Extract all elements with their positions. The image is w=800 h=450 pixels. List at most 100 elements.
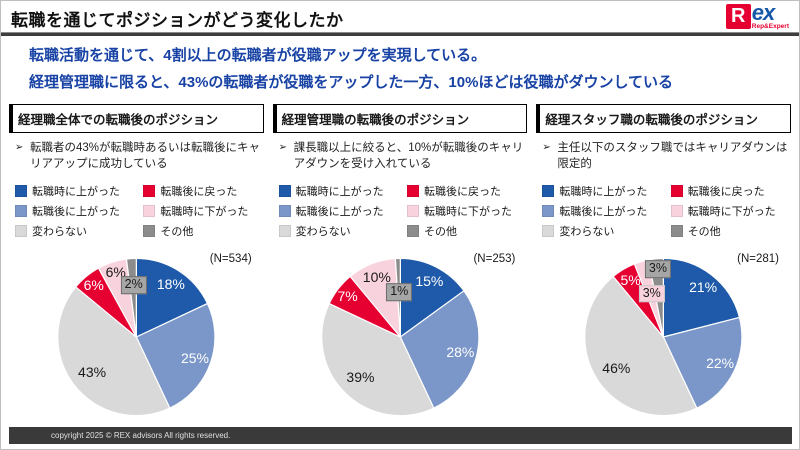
section-heading-overall: 経理職全体での転職後のポジション (9, 104, 264, 133)
section-bullet-management: ➢ 課長職以上に絞ると、10%が転職後のキャリアダウンを受け入れている (279, 141, 528, 172)
copyright-text: copyright 2025 © REX advisors All rights… (51, 431, 231, 440)
footer-bar: copyright 2025 © REX advisors All rights… (9, 427, 792, 444)
arrow-bullet-icon: ➢ (542, 142, 551, 153)
legend-item: その他 (407, 223, 527, 239)
page-title: 転職を通じてポジションがどう変化したか (11, 11, 344, 30)
logo-ex-text: ex (751, 0, 775, 25)
section-bullet-staff: ➢ 主任以下のスタッフ職ではキャリアダウンは限定的 (542, 141, 791, 172)
pie-slice (663, 316, 743, 409)
legend-item: 変わらない (15, 223, 141, 239)
legend-item: 変わらない (542, 223, 668, 239)
legend-swatch (670, 185, 683, 198)
legend-swatch (407, 185, 420, 198)
legend-overall: 転職時に上がった 転職後に戻った転職後に上がった 転職時に下がった変わらない その他 (15, 183, 264, 239)
legend-swatch (278, 185, 291, 198)
legend-swatch (542, 225, 555, 238)
legend-item: その他 (670, 223, 791, 239)
legend-swatch (15, 225, 27, 238)
section-bullet-overall: ➢ 転職者の43%が転職時あるいは転職後にキャリアアップに成功している (15, 141, 264, 172)
pie-slice (584, 275, 698, 417)
header: 転職を通じてポジションがどう変化したか R ex Rep&Expert (1, 1, 799, 32)
section-overall: 経理職全体での転職後のポジション ➢ 転職者の43%が転職時あるいは転職後にキャ… (9, 104, 264, 430)
title-divider (1, 32, 799, 36)
legend-label: その他 (687, 226, 721, 239)
legend-label: 転職時に上がった (559, 186, 648, 199)
legend-item: 転職時に上がった (278, 183, 405, 199)
legend-item: 転職後に上がった (542, 203, 668, 219)
legend-item: 転職後に上がった (278, 203, 405, 219)
pie-slice (135, 302, 216, 409)
legend-swatch (278, 205, 291, 218)
legend-label: 変わらない (559, 226, 615, 239)
pie-slice (663, 257, 741, 338)
legend-label: 変わらない (32, 226, 87, 239)
legend-staff: 転職時に上がった 転職後に戻った転職後に上がった 転職時に下がった変わらない その他 (542, 183, 791, 239)
legend-label: 転職時に上がった (32, 186, 120, 199)
summary-line-1: 転職活動を通じて、4割以上の転職者が役職アップを実現している。 (29, 47, 487, 64)
legend-label: 転職後に上がった (32, 206, 120, 219)
arrow-bullet-icon: ➢ (278, 142, 288, 153)
pie-slice (320, 302, 435, 417)
arrow-bullet-icon: ➢ (15, 142, 24, 153)
sample-size-label: (N=253) (473, 253, 516, 266)
legend-label: 転職時に上がった (295, 186, 384, 199)
section-heading-staff: 経理スタッフ職の転職後のポジション (536, 104, 792, 133)
legend-item: 転職時に上がった (15, 183, 141, 199)
section-heading-management: 経理管理職の転職後のポジション (272, 104, 528, 133)
legend-swatch (278, 225, 291, 238)
legend-item: 転職後に戻った (670, 183, 791, 199)
section-staff: 経理スタッフ職の転職後のポジション ➢ 主任以下のスタッフ職ではキャリアダウンは… (536, 104, 792, 430)
legend-label: 転職後に戻った (687, 186, 765, 199)
legend-label: 転職後に戻った (424, 186, 502, 199)
logo-r-mark: R (725, 4, 751, 29)
logo-subtext: Rep&Expert (751, 23, 789, 30)
legend-swatch (143, 205, 156, 218)
rex-logo: R ex Rep&Expert (725, 0, 789, 30)
legend-item: 転職時に上がった (542, 183, 668, 199)
legend-swatch (407, 205, 420, 218)
pie-svg-staff (584, 257, 743, 417)
pie-chart-staff: (N=281) 21% 22% 46% 5% 3% 3% (536, 245, 791, 430)
sample-size-label: (N=534) (209, 253, 252, 266)
legend-label: 変わらない (295, 226, 351, 239)
legend-item: 転職後に上がった (15, 203, 141, 219)
legend-swatch (143, 185, 156, 198)
bullet-text: 課長職以上に絞ると、10%が転職後のキャリアダウンを受け入れている (293, 142, 524, 170)
legend-item: 変わらない (278, 223, 405, 239)
legend-label: 転職後に戻った (160, 186, 238, 199)
pie-svg-overall (57, 257, 216, 417)
legend-item: 転職時に下がった (407, 203, 527, 219)
legend-item: 転職後に戻った (407, 183, 527, 199)
legend-swatch (670, 225, 683, 238)
bullet-text: 転職者の43%が転職時あるいは転職後にキャリアアップに成功している (30, 142, 261, 170)
legend-swatch (15, 205, 27, 218)
chart-columns: 経理職全体での転職後のポジション ➢ 転職者の43%が転職時あるいは転職後にキャ… (9, 104, 792, 430)
pie-slice (399, 290, 480, 409)
legend-label: 転職後に上がった (295, 206, 384, 219)
pie-slice (135, 257, 209, 338)
pie-svg-management (320, 257, 480, 417)
summary-text: 転職活動を通じて、4割以上の転職者が役職アップを実現している。 経理管理職に限る… (29, 42, 789, 96)
pie-slice (399, 257, 465, 338)
legend-item: 転職後に戻った (143, 183, 263, 199)
section-management: 経理管理職の転職後のポジション ➢ 課長職以上に絞ると、10%が転職後のキャリア… (272, 104, 528, 430)
legend-item: その他 (143, 223, 263, 239)
legend-label: 転職後に上がった (559, 206, 648, 219)
sample-size-label: (N=281) (737, 253, 780, 266)
legend-swatch (15, 185, 27, 198)
summary-line-2: 経理管理職に限ると、43%の転職者が役職をアップした一方、10%ほどは役職がダウ… (29, 74, 673, 91)
legend-label: その他 (160, 226, 194, 239)
legend-label: 転職時に下がった (687, 206, 776, 219)
legend-label: 転職時に下がった (160, 206, 249, 219)
legend-item: 転職時に下がった (143, 203, 263, 219)
legend-swatch (407, 225, 420, 238)
legend-management: 転職時に上がった 転職後に戻った転職後に上がった 転職時に下がった変わらない その他 (278, 183, 528, 239)
legend-swatch (143, 225, 156, 238)
legend-swatch (542, 185, 555, 198)
pie-chart-overall: (N=534) 18% 25% 43% 6% 6% 2% (9, 245, 264, 430)
pie-slice (57, 286, 171, 417)
bullet-text: 主任以下のスタッフ職ではキャリアダウンは限定的 (557, 142, 788, 170)
legend-item: 転職時に下がった (670, 203, 791, 219)
legend-swatch (670, 205, 683, 218)
